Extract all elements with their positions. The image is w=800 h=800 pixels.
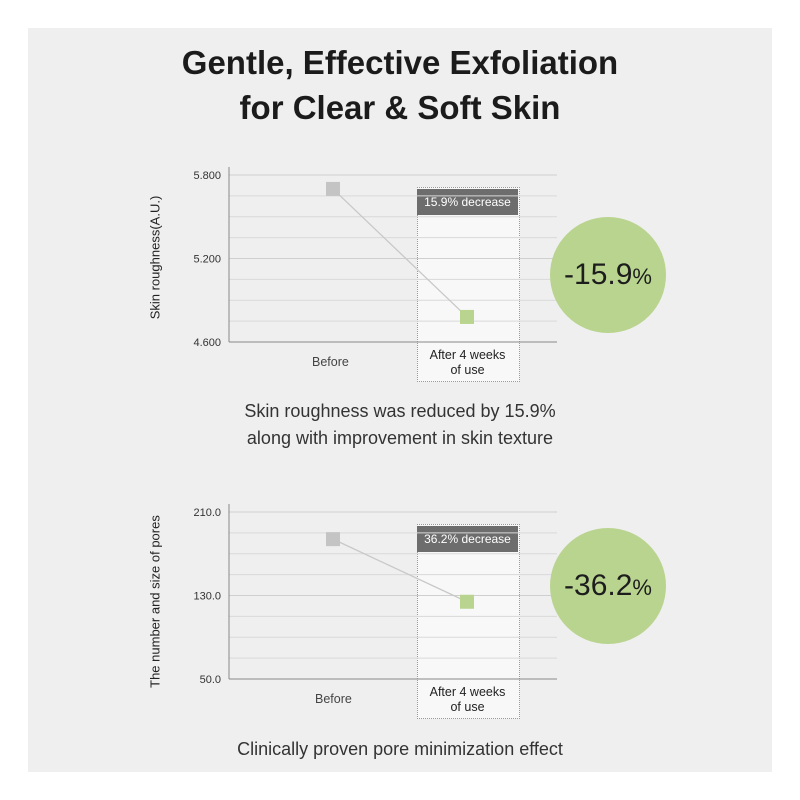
y-tick-label: 4.600 <box>193 337 221 349</box>
reduction-badge: -15.9% <box>550 217 666 333</box>
badge-value: -36.2 <box>564 569 633 602</box>
decrease-tag: 36.2% decrease <box>417 526 518 552</box>
x-tick-after-line1: After 4 weeks <box>429 348 506 362</box>
y-tick-label: 5.200 <box>193 254 221 266</box>
chart2-caption: Clinically proven pore minimization effe… <box>0 736 800 763</box>
skin-roughness-chart: 15.9% decrease 5.800 5.200 4.600 Skin roug… <box>0 165 800 395</box>
reduction-badge: -36.2% <box>550 528 666 644</box>
caption-line: along with improvement in skin texture <box>246 428 554 448</box>
x-tick-before: Before <box>315 692 352 706</box>
y-axis-label: The number and size of pores <box>147 515 163 688</box>
caption-line: Clinically proven pore minimization effe… <box>237 739 563 759</box>
data-point-before <box>326 181 340 196</box>
after-highlight-box <box>417 524 520 719</box>
caption-line: Skin roughness was reduced by 15.9% <box>244 401 556 421</box>
badge-unit: % <box>632 575 652 600</box>
series-line <box>332 188 468 318</box>
y-tick-label: 50.0 <box>200 674 221 686</box>
chart1-caption: Skin roughness was reduced by 15.9% alon… <box>0 398 800 452</box>
x-tick-after-line2: of use <box>450 700 485 714</box>
chart-plot: 210.0 130.0 50.0 <box>193 504 557 686</box>
data-point-after <box>460 594 474 609</box>
pore-chart: 36.2% decrease 210.0 130.0 50.0 The number… <box>0 502 800 732</box>
page-title-line1: Gentle, Effective Exfoliation <box>181 44 619 81</box>
after-highlight-box <box>417 187 520 382</box>
y-axis-label: Skin roughness(A.U.) <box>147 195 163 320</box>
chart-plot: 5.800 5.200 4.600 <box>193 167 557 349</box>
y-tick-label: 210.0 <box>193 507 221 519</box>
x-tick-after-line2: of use <box>450 363 485 377</box>
x-tick-after: After 4 weeks of use <box>417 348 518 378</box>
y-tick-label: 5.800 <box>193 170 221 182</box>
x-tick-before: Before <box>312 355 349 369</box>
series-line <box>332 538 468 603</box>
page-title-line2: for Clear & Soft Skin <box>239 89 561 126</box>
decrease-tag: 15.9% decrease <box>417 189 518 215</box>
y-tick-label: 130.0 <box>193 591 221 603</box>
badge-value: -15.9 <box>564 258 633 291</box>
badge-unit: % <box>632 264 652 289</box>
background-panel <box>28 28 772 772</box>
data-point-after <box>460 309 474 324</box>
x-tick-after: After 4 weeks of use <box>417 685 518 715</box>
data-point-before <box>326 532 340 547</box>
x-tick-after-line1: After 4 weeks <box>429 685 506 699</box>
